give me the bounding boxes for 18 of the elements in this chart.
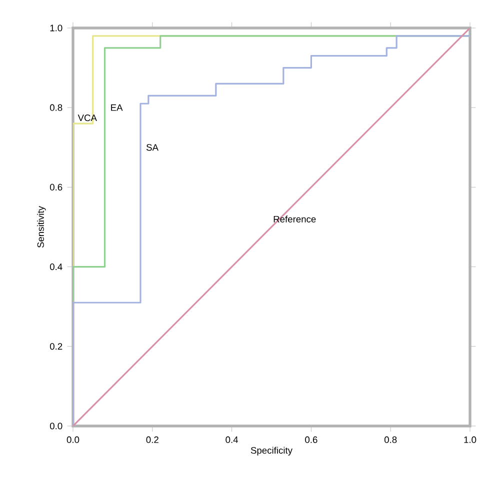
y-tick-label: 0.4 [50, 264, 62, 270]
x-axis-title: Specificity [250, 446, 292, 456]
x-tick-label: 0.8 [384, 436, 397, 444]
y-tick-label: 0.8 [50, 104, 62, 111]
y-tick-label: 0.2 [50, 343, 62, 350]
y-tick-label: 0.6 [50, 184, 62, 190]
x-tick-label: 0.0 [66, 436, 80, 444]
series-label: Reference [274, 216, 316, 222]
y-axis-title: Sensitivity [37, 206, 46, 248]
x-tick-label: 0.2 [146, 436, 158, 444]
x-tick-label: 0.4 [226, 436, 238, 444]
x-tick-label: 0.6 [305, 436, 318, 444]
y-tick-label: 1.0 [50, 24, 62, 32]
y-tick-label: 0.0 [50, 422, 62, 430]
x-tick-label: 1.0 [464, 436, 476, 444]
series-label: EA [111, 104, 123, 111]
series-label: VCA [78, 114, 97, 122]
series-label: SA [146, 144, 158, 151]
